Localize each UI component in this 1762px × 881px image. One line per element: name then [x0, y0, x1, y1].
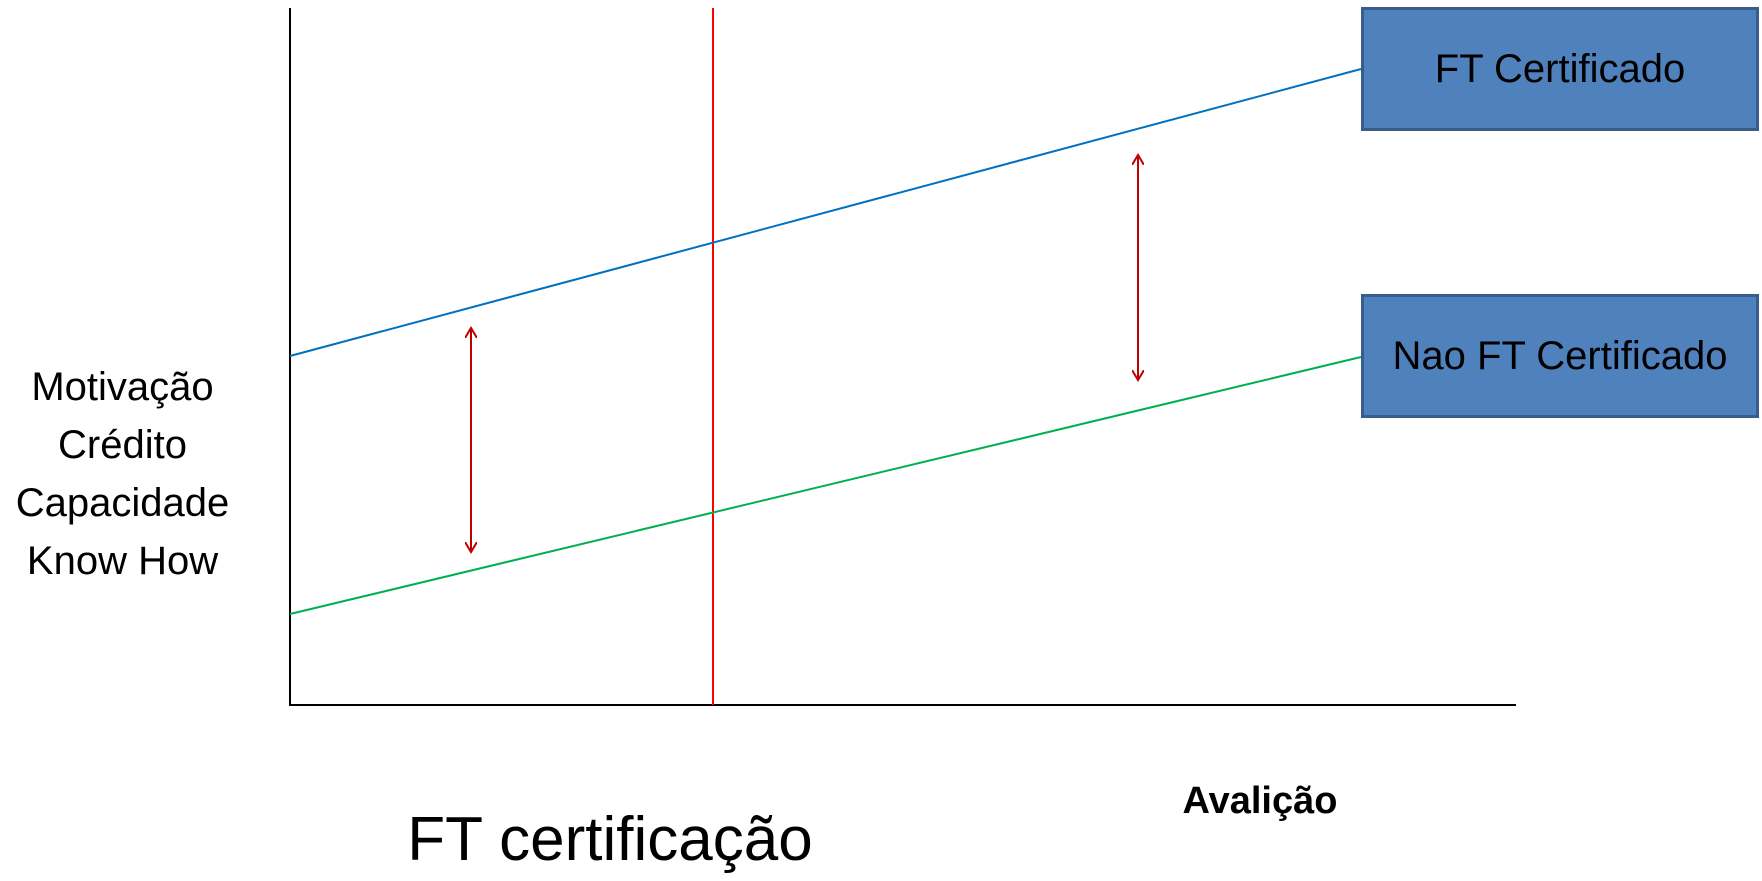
- y-label-line-credito: Crédito: [58, 423, 187, 467]
- y-axis-label: Motivação Crédito Capacidade Know How: [0, 358, 245, 590]
- y-label-line-motivacao: Motivação: [31, 365, 214, 409]
- diagram-caption: FT certificação: [407, 805, 813, 874]
- not-certified-trend-line: [289, 356, 1362, 615]
- legend-not-certified-label: Nao FT Certificado: [1392, 334, 1728, 378]
- legend-certified-box: FT Certificado: [1361, 7, 1759, 131]
- legend-not-certified-box: Nao FT Certificado: [1361, 294, 1759, 418]
- x-axis-label: Avalição: [1182, 780, 1338, 822]
- certified-trend-line: [289, 68, 1362, 357]
- y-label-line-know-how: Know How: [26, 539, 219, 583]
- y-label-line-capacidade: Capacidade: [15, 481, 230, 525]
- legend-certified-label: FT Certificado: [1434, 47, 1686, 91]
